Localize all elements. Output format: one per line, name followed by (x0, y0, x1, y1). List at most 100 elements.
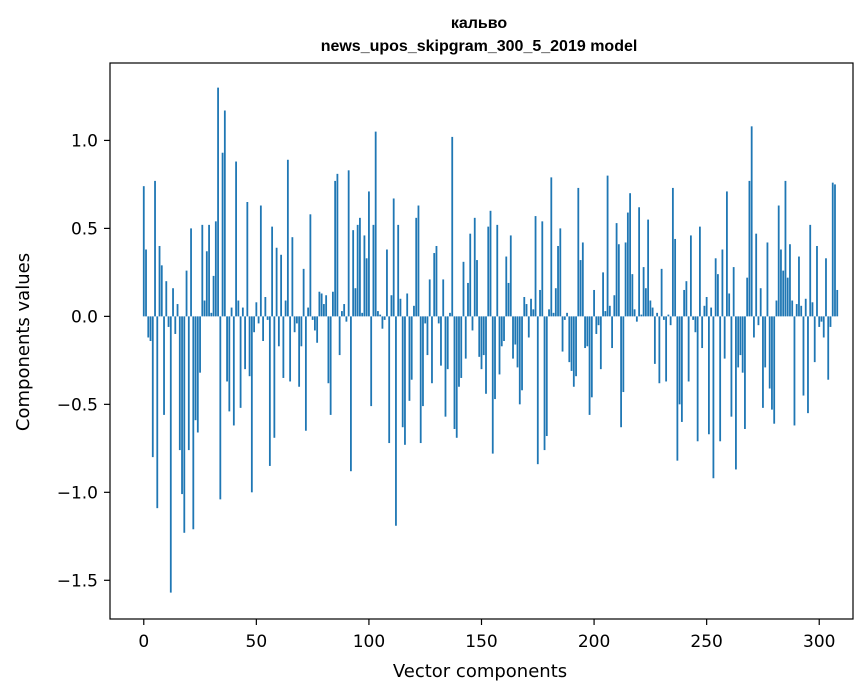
bar-component-27 (203, 300, 206, 317)
bar-component-203 (599, 316, 602, 370)
bar-component-236 (674, 238, 677, 317)
bar-component-204 (602, 272, 604, 317)
bar-component-271 (753, 316, 755, 338)
bar-component-26 (201, 224, 204, 317)
bar-component-100 (368, 191, 370, 317)
y-tick-label: 0.0 (71, 307, 98, 327)
y-axis-ticks: 1.0 0.5 0.0 −0.5 −1.0 −1.5 (57, 131, 110, 591)
bar-component-13 (172, 288, 174, 317)
bar-component-125 (424, 316, 427, 324)
bar-component-177 (541, 221, 544, 317)
bar-component-120 (413, 305, 415, 317)
bar-component-72 (304, 316, 307, 431)
chart-title-line-1: кальво (451, 15, 508, 32)
bar-component-200 (593, 289, 595, 317)
bar-component-262 (732, 267, 735, 317)
bar-component-99 (365, 258, 368, 317)
bar-component-240 (683, 289, 686, 317)
bar-component-238 (678, 316, 681, 405)
bar-component-45 (244, 316, 246, 370)
bar-component-173 (532, 309, 535, 317)
bar-component-306 (831, 182, 834, 317)
bar-component-30 (210, 312, 213, 317)
bar-component-223 (644, 288, 647, 317)
bar-component-59 (275, 247, 278, 317)
bar-component-219 (635, 316, 638, 322)
bar-component-227 (653, 316, 656, 364)
bar-component-207 (608, 305, 611, 317)
bar-component-144 (467, 282, 469, 317)
bar-component-62 (282, 316, 285, 378)
bar-component-283 (780, 249, 782, 317)
bar-component-186 (561, 316, 564, 352)
bar-component-35 (221, 152, 224, 317)
plot-frame (109, 62, 854, 620)
bar-component-42 (237, 300, 240, 317)
bar-component-193 (577, 187, 580, 317)
bar-component-15 (176, 304, 179, 317)
bar-component-143 (464, 316, 467, 359)
bar-component-20 (187, 316, 190, 451)
bar-component-24 (196, 316, 199, 433)
bar-component-194 (579, 260, 582, 317)
bar-component-171 (527, 316, 530, 338)
bar-component-248 (701, 316, 704, 349)
bar-component-8 (160, 265, 163, 317)
bar-component-225 (649, 300, 652, 317)
bar-component-95 (356, 224, 359, 317)
bar-component-108 (386, 249, 388, 317)
bar-component-97 (361, 312, 364, 317)
bar-component-268 (746, 277, 749, 317)
bar-component-43 (239, 316, 242, 408)
bar-component-31 (212, 275, 215, 317)
bar-component-235 (671, 187, 674, 317)
bar-component-7 (158, 245, 161, 317)
bar-component-260 (728, 293, 731, 317)
y-tick-label: −1.0 (57, 483, 98, 503)
bar-component-105 (379, 314, 382, 317)
bar-component-54 (264, 297, 267, 317)
x-axis-ticks: 0 50 100 150 200 250 300 (138, 619, 835, 652)
bar-component-281 (775, 300, 778, 317)
y-tick-label: 1.0 (71, 131, 98, 151)
bar-component-96 (359, 217, 361, 317)
bar-component-174 (534, 216, 537, 317)
bar-component-273 (757, 316, 760, 326)
bar-component-5 (154, 180, 156, 317)
bar-component-137 (451, 136, 454, 317)
bar-component-187 (563, 316, 566, 320)
y-axis-label: Components values (13, 253, 34, 431)
bar-component-241 (685, 281, 688, 317)
bar-component-264 (737, 316, 740, 368)
bar-component-133 (442, 279, 445, 317)
bar-component-244 (692, 316, 695, 320)
bar-component-226 (651, 307, 654, 317)
bar-component-295 (807, 316, 809, 414)
bar-component-191 (572, 316, 575, 387)
x-tick-label: 300 (803, 632, 835, 652)
bar-component-17 (181, 316, 183, 495)
bar-component-87 (338, 316, 341, 356)
bar-component-299 (816, 245, 818, 317)
bar-component-185 (559, 228, 562, 317)
bar-component-221 (640, 314, 643, 317)
bar-component-134 (444, 316, 447, 417)
bar-component-25 (199, 316, 201, 373)
bar-component-78 (318, 291, 321, 317)
bar-component-22 (192, 316, 195, 530)
bar-component-269 (748, 180, 751, 317)
bar-component-151 (482, 316, 485, 356)
bar-component-110 (390, 295, 393, 317)
bar-component-183 (554, 288, 557, 317)
bar-component-46 (246, 202, 249, 317)
bar-component-217 (631, 274, 634, 317)
bar-component-89 (343, 304, 346, 317)
bar-component-232 (665, 316, 668, 382)
bar-component-121 (415, 217, 418, 317)
bar-component-48 (250, 316, 253, 493)
bar-component-74 (309, 214, 312, 317)
bar-component-205 (604, 311, 607, 317)
bar-component-175 (536, 316, 539, 465)
bar-component-141 (460, 316, 463, 378)
